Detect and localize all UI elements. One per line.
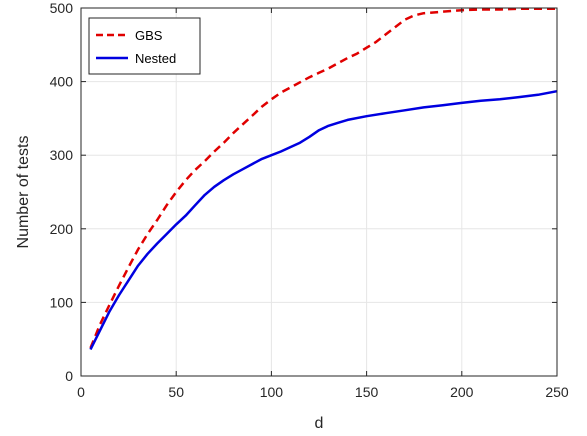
x-tick-label: 0 [77, 384, 85, 400]
series-group [89, 7, 558, 351]
y-axis-label: Number of tests [15, 136, 32, 249]
x-tick-label: 50 [168, 384, 184, 400]
x-tick-label: 200 [450, 384, 474, 400]
legend: GBS Nested [88, 17, 201, 75]
y-tick-label: 400 [50, 74, 74, 90]
y-tick-label: 500 [50, 0, 74, 16]
series-line-nested [89, 89, 558, 351]
x-tick-label: 100 [260, 384, 284, 400]
legend-label-gbs: GBS [135, 28, 163, 43]
grid [80, 7, 558, 377]
y-tick-label: 200 [50, 221, 74, 237]
y-tick-label: 0 [65, 368, 73, 384]
ticks: 0 50 100 150 200 250 0 100 200 300 400 500 [50, 0, 569, 400]
y-tick-label: 300 [50, 147, 74, 163]
legend-box [88, 17, 201, 75]
x-tick-label: 150 [355, 384, 379, 400]
legend-label-nested: Nested [135, 51, 176, 66]
plot-border [80, 7, 558, 377]
y-tick-label: 100 [50, 294, 74, 310]
series-line-gbs [89, 7, 557, 349]
x-axis-label: d [315, 415, 324, 432]
x-tick-label: 250 [545, 384, 569, 400]
